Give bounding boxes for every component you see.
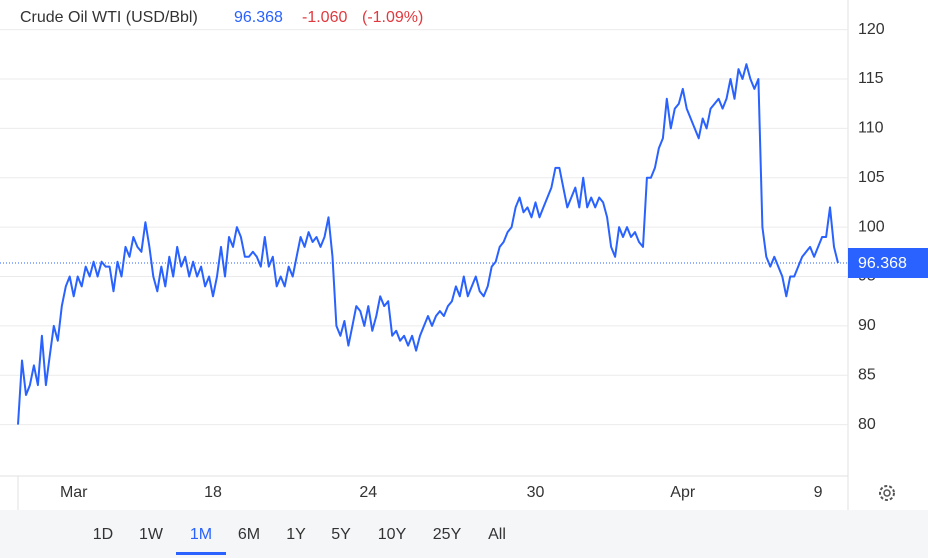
y-tick-label: 115	[858, 70, 884, 87]
x-tick-label: 18	[204, 484, 222, 501]
y-tick-label: 110	[858, 120, 884, 137]
x-tick-label: Mar	[60, 484, 88, 501]
range-button[interactable]: 5Y	[331, 526, 351, 543]
price: 96.368	[234, 9, 283, 26]
x-tick-label: Apr	[670, 484, 696, 501]
last-price-label: 96.368	[858, 255, 907, 272]
active-underline	[176, 552, 226, 555]
y-tick-label: 105	[858, 169, 885, 186]
y-tick-label: 100	[858, 218, 885, 235]
y-tick-label: 85	[858, 366, 876, 383]
gear-inner	[883, 489, 891, 497]
range-button[interactable]: 10Y	[378, 526, 407, 543]
range-button[interactable]: 1M	[190, 526, 212, 543]
last-price-tag	[848, 248, 928, 279]
x-tick-label: 24	[359, 484, 377, 501]
change: -1.060	[302, 9, 347, 26]
range-button[interactable]: 1W	[139, 526, 164, 543]
y-tick-label: 120	[858, 21, 885, 38]
y-tick-label: 90	[858, 317, 876, 334]
x-tick-label: 30	[527, 484, 545, 501]
range-button[interactable]: 25Y	[433, 526, 462, 543]
y-tick-label: 80	[858, 416, 876, 433]
range-button[interactable]: 6M	[238, 526, 260, 543]
gear-outer	[879, 485, 895, 501]
toolbar	[0, 510, 928, 558]
price-line	[17, 63, 839, 425]
range-button[interactable]: 1Y	[286, 526, 306, 543]
range-button[interactable]: All	[488, 526, 506, 543]
x-tick-label: 9	[814, 484, 823, 501]
change-pct: (-1.09%)	[362, 9, 423, 26]
range-button[interactable]: 1D	[93, 526, 113, 543]
settings-icon[interactable]	[879, 485, 895, 501]
chart-title: Crude Oil WTI (USD/Bbl)	[20, 9, 198, 26]
